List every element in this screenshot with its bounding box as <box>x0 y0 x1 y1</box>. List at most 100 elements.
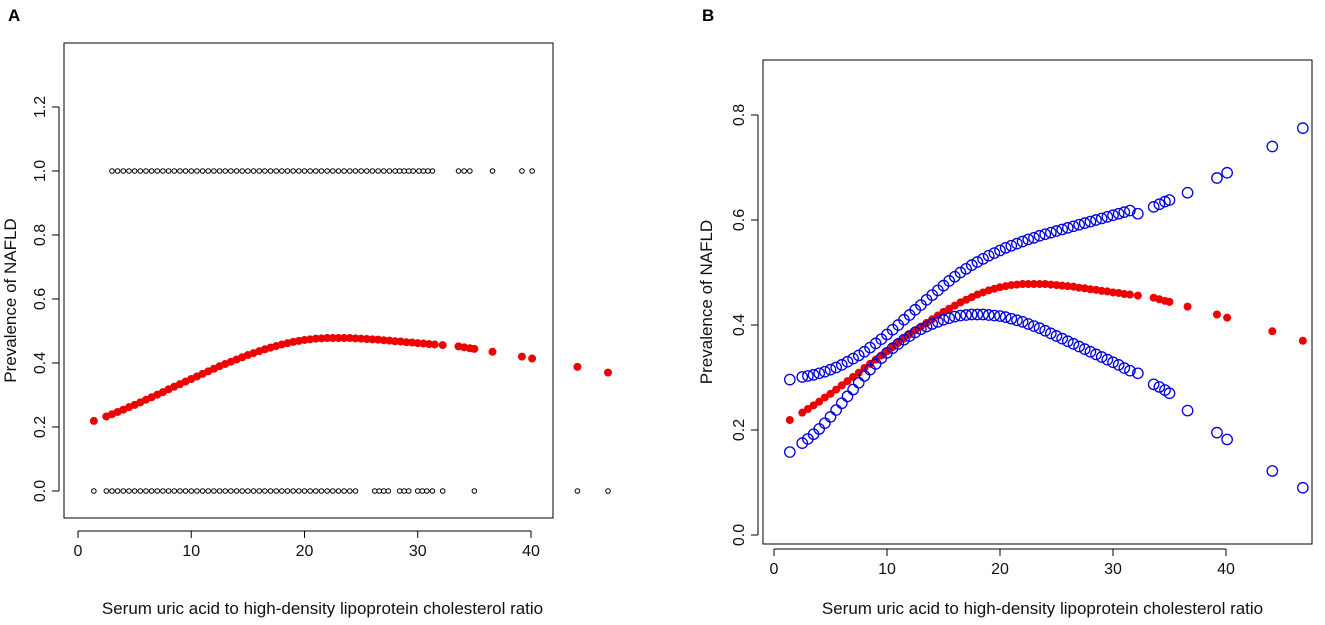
x-tick-label: 20 <box>296 543 314 560</box>
observed-point <box>296 488 302 494</box>
fitted-point <box>1024 280 1033 289</box>
y-tick-label: 0.0 <box>32 480 49 502</box>
ci-point <box>1078 343 1091 355</box>
ci-point <box>988 309 1001 322</box>
observed-point <box>424 488 430 494</box>
ci-point <box>841 355 854 368</box>
y-tick-label: 1.2 <box>32 96 49 118</box>
fitted-point <box>438 341 447 350</box>
ci-point <box>835 359 848 371</box>
ci-point <box>1095 212 1108 225</box>
fitted-point <box>785 416 794 425</box>
series-upper-95-ci <box>783 122 1309 386</box>
observed-point <box>120 168 127 174</box>
ci-point <box>1084 345 1097 358</box>
ci-point <box>999 311 1012 323</box>
observed-point <box>131 488 138 494</box>
observed-point <box>425 168 431 174</box>
ci-point <box>926 318 939 330</box>
observed-point <box>256 488 263 494</box>
observed-point <box>335 488 342 494</box>
ci-point <box>830 361 843 374</box>
ci-point <box>1090 348 1102 361</box>
ci-point <box>1039 228 1052 241</box>
observed-point <box>324 488 330 494</box>
ci-point <box>1163 387 1176 400</box>
fitted-point <box>826 389 835 398</box>
ci-point <box>1132 367 1144 380</box>
observed-point <box>330 488 336 494</box>
observed-point <box>405 168 412 174</box>
ci-point <box>977 308 989 321</box>
panel-label-a: A <box>8 6 21 25</box>
observed-point <box>171 488 178 494</box>
x-tick-label: 0 <box>770 561 779 578</box>
observed-point <box>114 168 121 174</box>
observed-point <box>109 168 115 174</box>
observed-point <box>376 488 383 494</box>
y-tick-label: 0.8 <box>32 224 49 246</box>
observed-point <box>429 488 436 494</box>
observed-point <box>401 168 407 174</box>
observed-point <box>165 168 172 174</box>
ci-point <box>1296 122 1309 134</box>
ci-point <box>1181 186 1194 199</box>
ci-point <box>1101 353 1114 366</box>
fitted-point <box>470 344 479 353</box>
ci-point <box>1067 338 1080 350</box>
observed-point <box>228 488 234 494</box>
observed-point <box>371 488 378 494</box>
fitted-point <box>323 334 332 343</box>
fitted-point <box>528 354 537 363</box>
ci-point <box>1056 332 1069 345</box>
ci-point <box>971 256 984 268</box>
observed-point <box>439 488 446 494</box>
ci-point <box>1112 359 1125 371</box>
observed-point <box>605 488 611 494</box>
ci-point <box>847 352 859 365</box>
observed-point <box>341 488 347 494</box>
observed-point <box>410 168 417 174</box>
observed-point <box>284 168 291 174</box>
observed-point <box>154 168 161 174</box>
ci-point <box>1118 362 1131 374</box>
fitted-point <box>391 337 400 346</box>
observed-point <box>401 488 407 494</box>
observed-point <box>250 488 257 494</box>
ci-point <box>1211 426 1223 439</box>
observed-point <box>120 488 127 494</box>
fitted-point <box>517 352 526 361</box>
observed-point <box>335 168 342 174</box>
fitted-point <box>368 335 377 344</box>
fitted-point <box>311 334 320 343</box>
ci-point <box>994 244 1006 257</box>
ci-point <box>1028 232 1040 244</box>
ci-point <box>1056 223 1069 236</box>
observed-point <box>143 488 149 494</box>
ci-point <box>948 310 961 323</box>
ci-point <box>1078 217 1091 229</box>
observed-point <box>455 168 462 174</box>
observed-point <box>273 488 279 494</box>
observed-point <box>380 488 387 494</box>
fitted-point <box>425 340 434 349</box>
ci-point <box>1107 356 1119 369</box>
observed-point <box>126 168 132 174</box>
ci-point <box>807 369 820 381</box>
ci-point <box>1124 204 1136 217</box>
observed-point <box>188 168 195 174</box>
panel-b: 0 10 20 30 40 0.0 0.2 0.4 0.6 0.8 Serum uric acid … <box>697 59 1313 618</box>
x-axis-title: Serum uric acid to high-density lipoprot… <box>102 599 543 618</box>
observed-point <box>396 488 403 494</box>
ci-point <box>1147 201 1160 213</box>
observed-point <box>256 168 263 174</box>
fitted-point <box>340 334 349 343</box>
ci-point <box>1221 433 1233 446</box>
observed-point <box>239 168 246 174</box>
ci-point <box>1045 226 1057 239</box>
fitted-point <box>815 397 824 406</box>
x-axis-title: Serum uric acid to high-density lipoprot… <box>822 599 1263 618</box>
observed-point <box>419 488 426 494</box>
fitted-point <box>430 340 439 349</box>
fitted-point <box>357 334 366 343</box>
